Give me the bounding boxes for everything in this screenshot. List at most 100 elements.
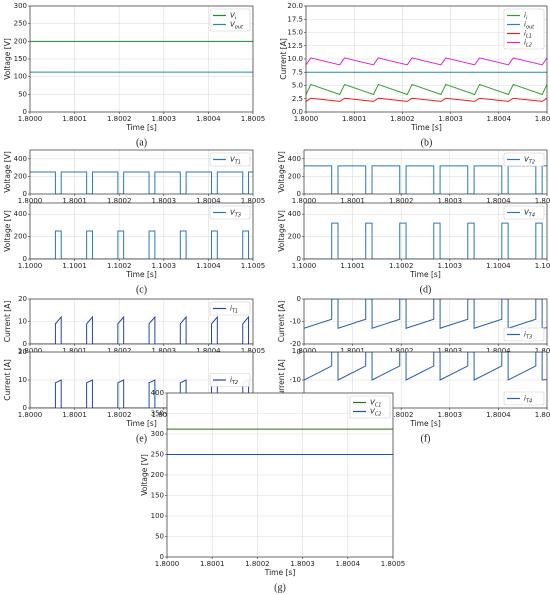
x-tick-label: 1.8003 [438, 411, 463, 419]
x-tick-label: 1.1000 [292, 262, 317, 270]
x-axis-label: Time [s] [410, 123, 442, 132]
y-tick-label: 250 [151, 451, 164, 459]
y-tick-label: 200 [14, 233, 27, 241]
x-tick-label: 1.8000 [292, 197, 317, 205]
x-tick-label: 1.8001 [62, 347, 87, 355]
x-tick-label: 1.8001 [62, 115, 87, 123]
legend-subscript: i [526, 15, 528, 21]
legend-subscript: T1 [232, 308, 238, 314]
legend-symbol: i [524, 39, 526, 47]
legend-symbol: i [524, 331, 526, 339]
x-tick-label: 1.8005 [535, 411, 550, 419]
y-tick-label: 15.0 [287, 29, 303, 37]
plot-frame [29, 149, 254, 195]
panel-caption: (g) [274, 582, 286, 593]
x-tick-label: 1.8005 [535, 347, 550, 355]
x-tick-label: 1.8003 [152, 411, 177, 419]
x-tick-label: 1.1000 [18, 262, 43, 270]
legend-subscript: T2 [529, 159, 535, 165]
x-tick-label: 1.8003 [290, 560, 315, 568]
legend-subscript: C1 [375, 402, 382, 408]
legend-symbol: i [524, 395, 526, 403]
x-tick-label: 1.8004 [486, 347, 511, 355]
plot-frame [303, 298, 548, 345]
series-group [167, 428, 393, 455]
y-axis-label: Voltage [V] [277, 210, 286, 252]
legend-box [503, 327, 545, 342]
x-tick-label: 1.8002 [389, 347, 414, 355]
legend-box [503, 152, 545, 167]
y-tick-label: 200 [14, 172, 27, 180]
y-tick-label: 400 [288, 210, 301, 218]
x-tick-label: 1.8004 [336, 560, 361, 568]
y-tick-label: 200 [151, 471, 164, 479]
plot-frame [29, 351, 254, 409]
legend-box [209, 373, 251, 387]
x-tick-label: 1.8005 [241, 347, 266, 355]
legend-subscript: out [235, 24, 244, 30]
series-line [304, 222, 547, 259]
y-tick-label: 400 [14, 155, 27, 163]
legend-box [349, 395, 391, 419]
legend-box [503, 391, 545, 406]
x-tick-label: 1.8005 [241, 197, 266, 205]
legend-subscript: L2 [526, 42, 532, 48]
y-axis-label: Current [A] [279, 38, 288, 80]
x-tick-label: 1.8002 [245, 560, 270, 568]
y-tick-label: 100 [151, 512, 164, 520]
legend-symbol: i [524, 21, 526, 29]
x-tick-label: 1.1002 [389, 262, 414, 270]
y-axis-label: Voltage [V] [3, 210, 12, 252]
y-tick-label: 350 [151, 410, 164, 418]
y-tick-label: 300 [14, 2, 27, 10]
legend-symbol: V [524, 209, 530, 217]
x-tick-label: 1.1001 [340, 262, 365, 270]
series-line [306, 83, 547, 96]
x-axis-label: Time [s] [409, 419, 441, 428]
y-tick-label: 400 [14, 210, 27, 218]
legend-box [209, 205, 251, 220]
y-axis-label: Voltage [V] [140, 454, 149, 496]
y-tick-label: 2.5 [292, 95, 303, 103]
y-tick-label: 150 [14, 55, 27, 63]
series-group [30, 379, 253, 408]
x-tick-label: 1.8002 [390, 115, 415, 123]
x-tick-label: 1.8004 [486, 411, 511, 419]
x-tick-label: 1.8003 [438, 115, 463, 123]
legend-box [503, 205, 545, 220]
y-tick-label: 17.5 [287, 15, 303, 23]
panel-caption: (d) [420, 284, 432, 295]
y-tick-label: -10 [290, 318, 301, 326]
legend-subscript: L1 [526, 33, 532, 39]
y-tick-label: 0 [23, 108, 27, 116]
y-axis-label: Current [A] [3, 359, 12, 401]
x-tick-label: 1.1003 [438, 262, 463, 270]
y-tick-label: 20.0 [287, 2, 303, 10]
plot-frame [29, 298, 254, 345]
x-tick-label: 1.8002 [389, 197, 414, 205]
x-tick-label: 1.8001 [62, 411, 87, 419]
x-tick-label: 1.8005 [535, 197, 550, 205]
x-tick-label: 1.1004 [196, 262, 221, 270]
series-group [304, 299, 547, 329]
y-tick-label: 400 [288, 155, 301, 163]
x-tick-label: 1.8002 [389, 411, 414, 419]
x-tick-label: 1.8001 [62, 197, 87, 205]
legend-subscript: T3 [235, 212, 241, 218]
legend-symbol: V [230, 156, 236, 164]
y-tick-label: 200 [14, 37, 27, 45]
series-line [30, 230, 253, 259]
legend-symbol: V [230, 21, 236, 29]
x-tick-label: 1.8005 [241, 115, 266, 123]
y-axis-label: Voltage [V] [277, 151, 286, 193]
panel-caption: (e) [136, 433, 147, 444]
panel-caption: (a) [136, 137, 147, 148]
y-tick-label: 400 [151, 389, 164, 397]
y-tick-label: -20 [290, 340, 301, 348]
legend-label: VC2 [370, 408, 381, 417]
y-tick-label: 0 [23, 340, 27, 348]
x-tick-label: 1.1005 [535, 262, 550, 270]
plot-frame [166, 392, 394, 558]
x-tick-label: 1.8001 [340, 347, 365, 355]
legend-symbol: V [370, 408, 376, 416]
